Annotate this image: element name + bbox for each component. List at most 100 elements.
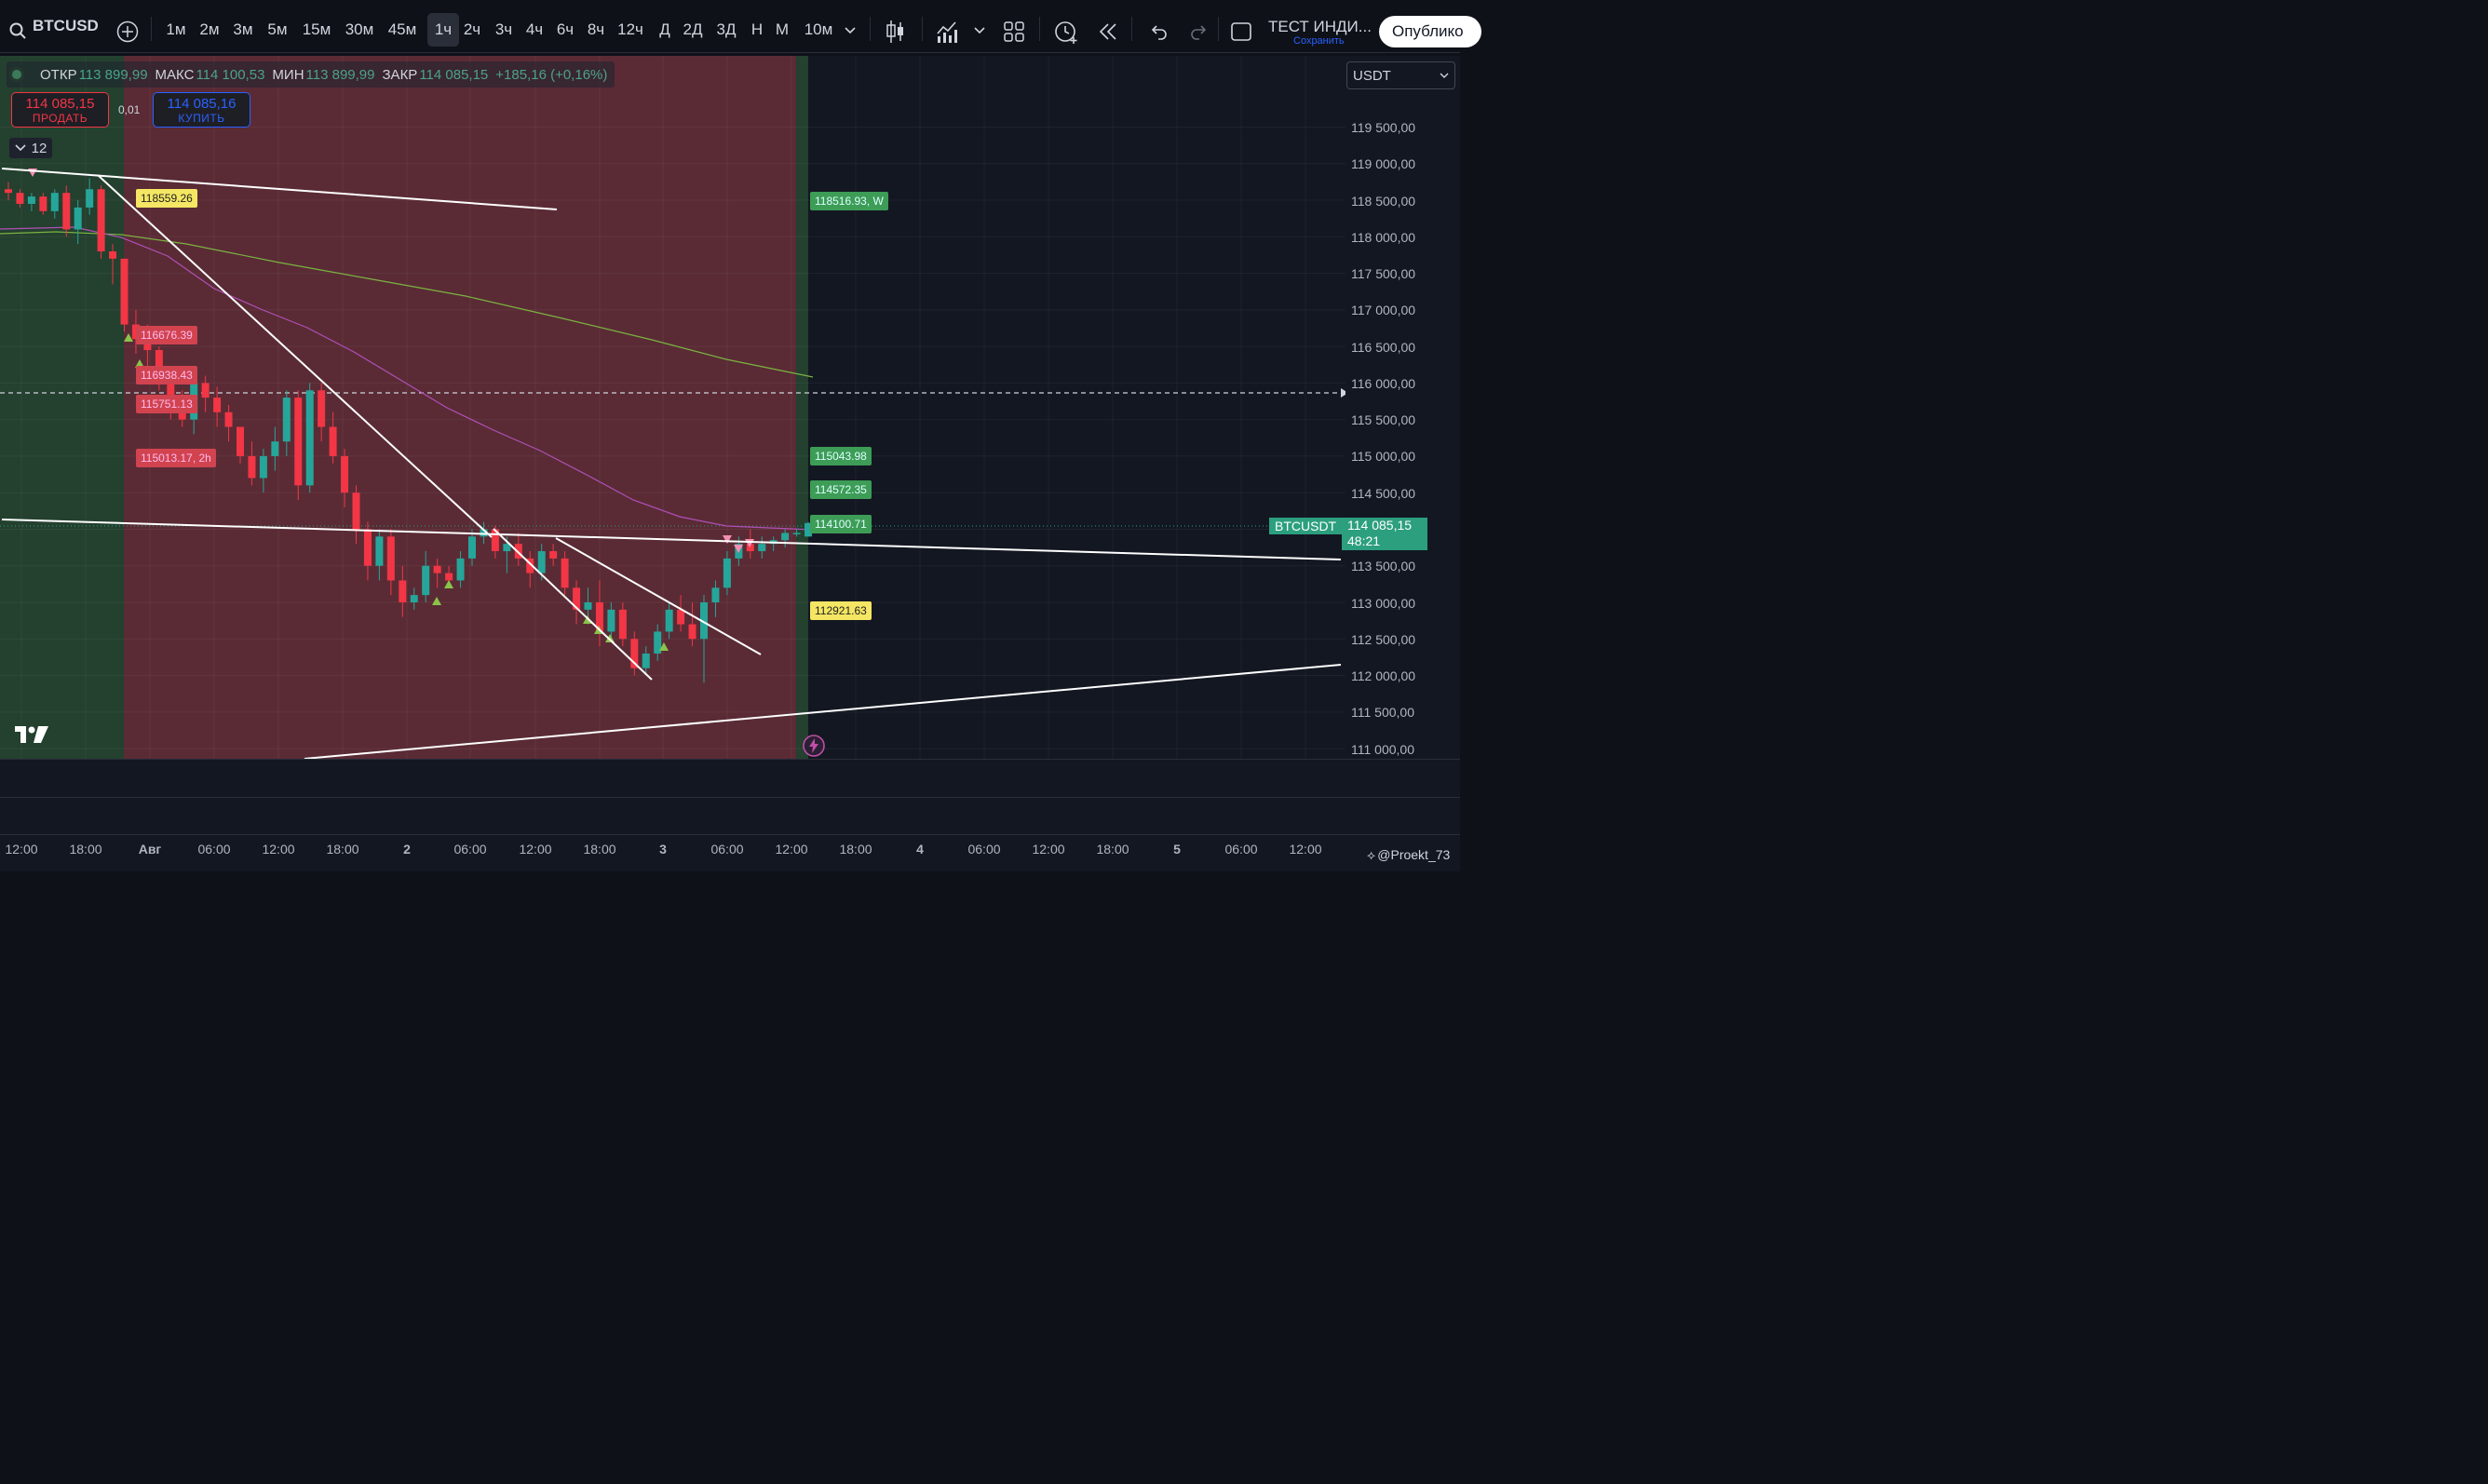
layout-save-status[interactable]: Сохранить bbox=[1293, 35, 1345, 47]
price-axis[interactable] bbox=[1345, 56, 1460, 759]
close-value: 114 085,15 bbox=[419, 66, 489, 83]
bullish-zone bbox=[0, 56, 124, 759]
candle-body bbox=[27, 196, 35, 204]
currency-select[interactable]: USDT bbox=[1346, 61, 1455, 89]
buy-price: 114 085,16 bbox=[167, 96, 237, 112]
candle-body bbox=[618, 609, 627, 640]
candle-body bbox=[595, 602, 603, 632]
timeframe-1[interactable]: 2м bbox=[199, 20, 220, 38]
timeframe-14[interactable]: Д bbox=[659, 20, 670, 38]
time-tick: 12:00 bbox=[1289, 842, 1322, 857]
indicators-collapse-toggle[interactable]: 12 bbox=[9, 138, 52, 158]
candle-body bbox=[5, 189, 12, 194]
publish-button[interactable]: Опублико bbox=[1379, 16, 1481, 47]
timeframe-2[interactable]: 3м bbox=[233, 20, 253, 38]
author-watermark: ⟡ @Proekt_73 bbox=[1367, 847, 1450, 863]
time-tick: 2 bbox=[403, 842, 411, 857]
candle-body bbox=[792, 533, 801, 534]
level-tag-right: 114572.35 bbox=[810, 480, 872, 499]
sell-button[interactable]: 114 085,15 ПРОДАТЬ bbox=[11, 92, 109, 128]
watermark-diamond-icon: ⟡ bbox=[1367, 847, 1376, 862]
buy-signal-icon bbox=[659, 642, 669, 651]
timeframe-3[interactable]: 5м bbox=[267, 20, 288, 38]
low-label: МИН bbox=[272, 66, 304, 83]
indicators-icon[interactable] bbox=[935, 19, 959, 45]
sell-signal-icon bbox=[734, 545, 743, 553]
search-icon[interactable] bbox=[9, 22, 26, 39]
buy-button[interactable]: 114 085,16 КУПИТЬ bbox=[153, 92, 250, 128]
timeframe-0[interactable]: 1м bbox=[166, 20, 186, 38]
close-label: ЗАКР bbox=[382, 66, 418, 83]
legend-visibility-dot[interactable] bbox=[12, 70, 21, 79]
chevron-down-icon bbox=[1440, 73, 1449, 78]
timeframe-dropdown-icon[interactable] bbox=[844, 26, 857, 35]
timeframe-6[interactable]: 45м bbox=[387, 20, 417, 38]
price-tick: 114 500,00 bbox=[1351, 485, 1416, 501]
timeframe-17[interactable]: Н bbox=[750, 20, 764, 38]
candle-body bbox=[341, 455, 349, 493]
price-tick: 113 500,00 bbox=[1351, 559, 1416, 574]
ohlc-legend: ОТКР 113 899,99 МАКС 114 100,53 МИН 113 899… bbox=[7, 61, 615, 88]
time-tick: 12:00 bbox=[5, 842, 38, 857]
chart-pane[interactable] bbox=[0, 56, 1345, 759]
timeframe-11[interactable]: 6ч bbox=[556, 20, 575, 38]
candle-body bbox=[468, 536, 476, 559]
candle-body bbox=[318, 390, 326, 427]
candle-body bbox=[584, 602, 592, 610]
bar-countdown: 48:21 bbox=[1347, 533, 1381, 548]
time-tick: 12:00 bbox=[1032, 842, 1065, 857]
indicators-count: 12 bbox=[31, 140, 47, 156]
last-price-badge: 114 085,15 48:21 bbox=[1342, 518, 1427, 550]
candle-body bbox=[259, 455, 267, 479]
open-label: ОТКР bbox=[40, 66, 77, 83]
candle-body bbox=[213, 398, 222, 412]
channel-lower bbox=[493, 528, 653, 681]
price-tick: 115 500,00 bbox=[1351, 412, 1416, 428]
compare-add-icon[interactable] bbox=[116, 20, 139, 43]
symbol-search[interactable]: BTCUSD bbox=[33, 17, 99, 34]
candle-body bbox=[630, 639, 639, 668]
chevron-down-icon bbox=[15, 144, 26, 152]
timeframe-10[interactable]: 4ч bbox=[525, 20, 544, 38]
price-chart[interactable] bbox=[0, 56, 1345, 759]
candle-body bbox=[224, 411, 233, 427]
price-tick: 116 000,00 bbox=[1351, 375, 1416, 391]
timeframe-7[interactable]: 1ч bbox=[427, 13, 459, 47]
timeframe-4[interactable]: 15м bbox=[302, 20, 331, 38]
toolbar-separator bbox=[151, 17, 152, 41]
time-tick: 5 bbox=[1173, 842, 1181, 857]
price-tick: 115 000,00 bbox=[1351, 449, 1416, 465]
timeframe-16[interactable]: 3Д bbox=[716, 20, 737, 38]
timeframe-13[interactable]: 12ч bbox=[617, 20, 643, 38]
indicators-dropdown-icon[interactable] bbox=[973, 26, 986, 35]
timeframe-12[interactable]: 8ч bbox=[587, 20, 605, 38]
timeframe-9[interactable]: 3ч bbox=[494, 20, 513, 38]
replay-icon[interactable] bbox=[1097, 20, 1119, 43]
redo-icon[interactable] bbox=[1188, 20, 1210, 43]
candle-body bbox=[329, 426, 337, 456]
undo-icon[interactable] bbox=[1147, 20, 1170, 43]
open-value: 113 899,99 bbox=[78, 66, 148, 83]
alert-clock-icon[interactable] bbox=[1053, 19, 1079, 45]
candle-body bbox=[16, 193, 24, 204]
candles-chart-type-icon[interactable] bbox=[885, 19, 907, 45]
time-tick: 12:00 bbox=[775, 842, 808, 857]
timeframe-5[interactable]: 30м bbox=[345, 20, 374, 38]
buy-signal-icon bbox=[124, 333, 133, 342]
timeframe-18[interactable]: М bbox=[775, 20, 790, 38]
timeframe-15[interactable]: 2Д bbox=[683, 20, 703, 38]
timeframe-8[interactable]: 2ч bbox=[463, 20, 481, 38]
timeframe-19[interactable]: 10м bbox=[804, 20, 833, 38]
level-tag-left: 118559.26 bbox=[136, 189, 197, 208]
tradingview-logo-icon[interactable] bbox=[13, 724, 50, 747]
buy-signal-icon bbox=[605, 634, 615, 642]
toolbar-separator bbox=[1131, 17, 1132, 41]
level-tag-right: 112921.63 bbox=[810, 601, 872, 620]
candle-body bbox=[352, 492, 360, 530]
layout-title[interactable]: ТЕСТ ИНДИ... bbox=[1268, 18, 1372, 35]
layout-box-icon[interactable] bbox=[1230, 21, 1252, 42]
layout-grid-icon[interactable] bbox=[1003, 20, 1025, 43]
lightning-icon[interactable] bbox=[802, 734, 826, 758]
level-tag-left: 115751.13 bbox=[136, 395, 197, 413]
time-tick: 12:00 bbox=[262, 842, 295, 857]
